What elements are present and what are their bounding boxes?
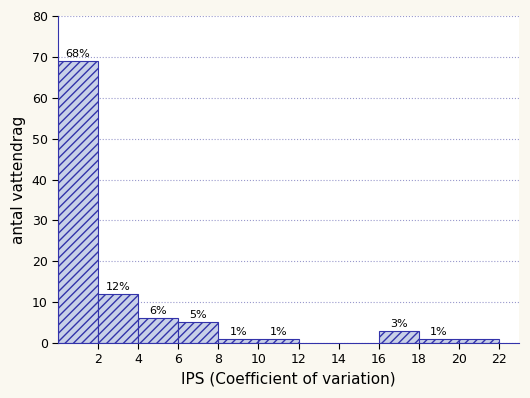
Text: 1%: 1%	[229, 327, 247, 337]
Text: 5%: 5%	[190, 310, 207, 320]
Bar	[378, 331, 419, 343]
Text: 3%: 3%	[390, 319, 408, 329]
Bar	[58, 61, 98, 343]
Bar	[459, 339, 499, 343]
Bar	[259, 339, 298, 343]
Bar	[419, 339, 459, 343]
Bar	[178, 322, 218, 343]
Bar	[98, 294, 138, 343]
Text: 68%: 68%	[66, 49, 91, 59]
Text: 12%: 12%	[106, 282, 130, 292]
Bar	[138, 318, 178, 343]
Bar	[218, 339, 259, 343]
Text: 1%: 1%	[430, 327, 447, 337]
Text: 6%: 6%	[149, 306, 167, 316]
Y-axis label: antal vattendrag: antal vattendrag	[11, 115, 26, 244]
Text: 1%: 1%	[270, 327, 287, 337]
X-axis label: IPS (Coefficient of variation): IPS (Coefficient of variation)	[181, 372, 396, 387]
